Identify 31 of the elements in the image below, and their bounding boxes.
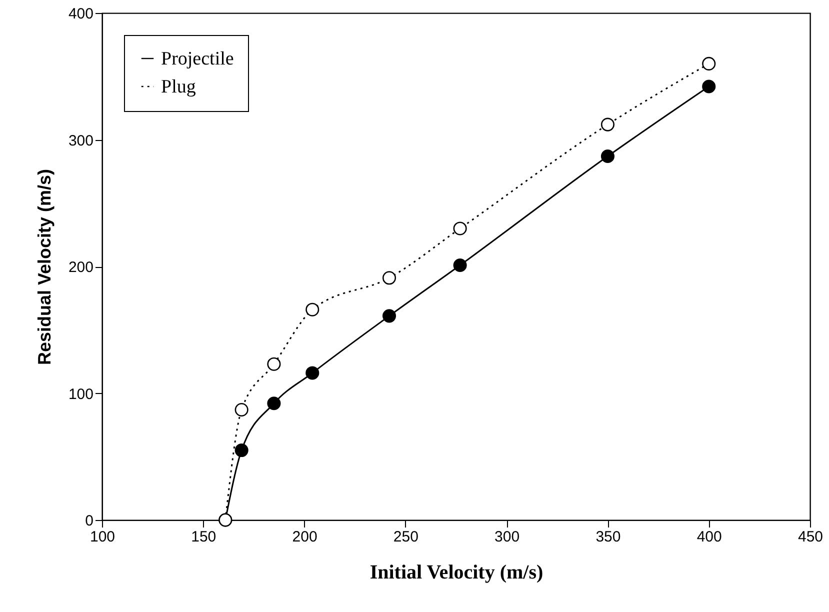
x-tick-label: 300: [494, 528, 520, 546]
legend-label: Plug: [161, 76, 196, 98]
x-tick-label: 350: [596, 528, 621, 546]
y-axis-title: Residual Velocity (m/s): [34, 168, 54, 366]
point: [267, 357, 281, 371]
point: [453, 258, 467, 272]
y-tick-label: 100: [68, 386, 94, 403]
point: [702, 56, 716, 70]
point: [306, 366, 320, 380]
point: [234, 402, 248, 416]
x-tick-label: 250: [393, 528, 418, 546]
point: [382, 309, 396, 323]
y-tick-label: 400: [68, 6, 94, 22]
x-tick-label: 400: [696, 528, 722, 546]
x-tick-label: 450: [798, 528, 824, 546]
point: [234, 444, 248, 458]
x-tick-label: 150: [191, 528, 216, 546]
legend-label: Projectile: [161, 48, 234, 70]
point: [702, 80, 716, 94]
point: [600, 149, 614, 163]
y-tick-label: 200: [68, 259, 94, 276]
x-tick-label: 200: [292, 528, 318, 546]
x-axis-title: Initial Velocity (m/s): [370, 562, 544, 584]
x-tick-label: 100: [90, 528, 116, 546]
point: [382, 271, 396, 285]
point: [600, 118, 614, 132]
point: [267, 396, 281, 410]
y-tick-label: 300: [68, 132, 94, 150]
point: [453, 222, 467, 236]
y-tick-label: 0: [85, 512, 94, 530]
point: [306, 302, 320, 316]
